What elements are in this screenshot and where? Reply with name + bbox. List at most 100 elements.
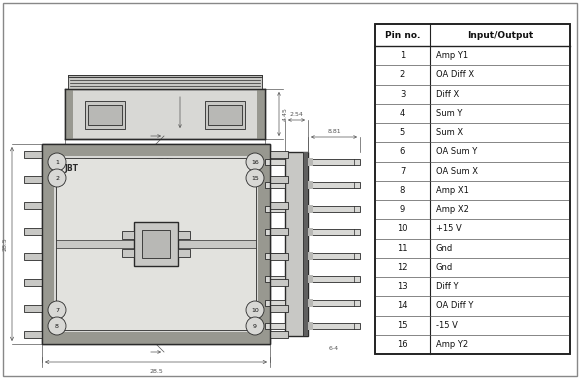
Text: Amp X2: Amp X2 (436, 205, 469, 214)
Bar (270, 228, 288, 235)
Bar (270, 176, 288, 183)
Bar (85, 101, 125, 129)
Bar (308, 159, 360, 165)
Circle shape (48, 153, 66, 171)
Circle shape (246, 317, 264, 335)
Text: 4: 4 (400, 109, 405, 118)
Bar (205, 101, 245, 129)
Text: 3: 3 (400, 89, 405, 99)
Bar (88, 105, 122, 125)
Text: OA Sum Y: OA Sum Y (436, 147, 477, 157)
Text: 28.5: 28.5 (149, 369, 163, 374)
Bar (270, 330, 288, 338)
Text: +15 V: +15 V (436, 224, 462, 233)
Bar (68, 75, 262, 89)
Circle shape (48, 317, 66, 335)
Bar (24, 279, 42, 286)
Bar (65, 89, 265, 139)
Bar (270, 202, 288, 209)
Bar (24, 330, 42, 338)
Bar (24, 202, 42, 209)
Bar (65, 89, 73, 139)
Text: 1: 1 (400, 51, 405, 60)
Bar (178, 249, 190, 257)
Text: 2: 2 (400, 70, 405, 79)
Circle shape (246, 153, 264, 171)
Bar (142, 230, 170, 258)
Bar (178, 231, 190, 239)
Bar (308, 182, 360, 188)
Text: Amp X1: Amp X1 (436, 186, 469, 195)
Text: 8: 8 (400, 186, 405, 195)
Bar (24, 228, 42, 235)
Bar (308, 299, 313, 307)
Text: Sum X: Sum X (436, 128, 463, 137)
Bar (270, 279, 288, 286)
Circle shape (48, 169, 66, 187)
Text: 9: 9 (400, 205, 405, 214)
Text: 16: 16 (397, 340, 408, 349)
Text: Pin no.: Pin no. (385, 30, 420, 39)
Bar (308, 276, 360, 282)
Bar (308, 206, 360, 212)
Bar (24, 150, 42, 158)
Bar (308, 299, 360, 305)
Bar (270, 253, 288, 260)
Circle shape (246, 169, 264, 187)
Text: 14: 14 (397, 301, 408, 310)
Text: 7: 7 (400, 167, 405, 175)
Text: 1: 1 (55, 160, 59, 164)
Text: 28.5: 28.5 (3, 237, 8, 251)
Bar (308, 205, 313, 213)
Text: 15: 15 (251, 175, 259, 180)
Text: Diff Y: Diff Y (436, 282, 459, 291)
Bar (42, 144, 270, 156)
Text: 5: 5 (400, 128, 405, 137)
Bar (56, 240, 256, 248)
Bar (265, 276, 285, 282)
Bar (56, 158, 256, 330)
Text: OA Diff X: OA Diff X (436, 70, 474, 79)
Text: 28.15: 28.15 (156, 158, 174, 163)
Text: 4.45: 4.45 (283, 107, 288, 121)
Text: Amp Y2: Amp Y2 (436, 340, 468, 349)
Bar (265, 299, 285, 305)
Text: 2.54: 2.54 (240, 312, 254, 317)
Text: 2: 2 (55, 175, 59, 180)
Text: 16: 16 (251, 160, 259, 164)
Bar (308, 253, 360, 259)
Bar (24, 305, 42, 312)
Text: Input/Output: Input/Output (467, 30, 533, 39)
Text: 8.81: 8.81 (327, 129, 341, 134)
Bar (122, 249, 134, 257)
Text: 7: 7 (55, 307, 59, 313)
Bar (285, 152, 308, 336)
Bar (42, 144, 270, 344)
Bar (265, 229, 285, 235)
Bar (42, 332, 270, 344)
Bar (375, 24, 570, 354)
Text: OA Diff Y: OA Diff Y (436, 301, 473, 310)
Text: Sum Y: Sum Y (436, 109, 462, 118)
Bar (375, 24, 570, 354)
Bar (257, 89, 265, 139)
Bar (308, 228, 313, 236)
Bar (308, 275, 313, 283)
Bar (265, 253, 285, 259)
Bar (303, 152, 308, 336)
Circle shape (48, 301, 66, 319)
Circle shape (246, 301, 264, 319)
Text: 8: 8 (55, 324, 59, 329)
Bar (42, 144, 270, 344)
Text: JBT: JBT (64, 164, 78, 173)
Bar (308, 158, 313, 166)
Text: Gnd: Gnd (436, 263, 453, 272)
Text: 12: 12 (397, 263, 408, 272)
Text: 6-4: 6-4 (329, 346, 339, 351)
Text: 15: 15 (397, 321, 408, 330)
Text: 11: 11 (397, 244, 408, 253)
Bar (265, 159, 285, 165)
Bar (122, 231, 134, 239)
Bar (308, 322, 313, 330)
Text: 9: 9 (253, 324, 257, 329)
